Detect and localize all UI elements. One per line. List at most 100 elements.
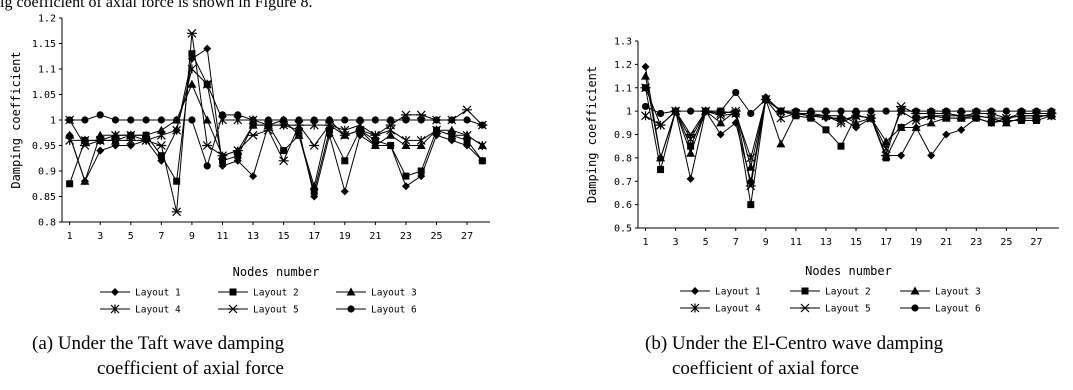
series-line <box>69 83 483 189</box>
data-point <box>641 62 650 71</box>
data-point <box>640 83 651 93</box>
data-point <box>867 107 875 115</box>
data-point <box>1002 107 1010 115</box>
data-point <box>157 116 165 124</box>
legend: Layout 1 Layout 2 Layout 3 Layout 4 Layout 5… <box>680 286 981 315</box>
data-point <box>852 107 860 115</box>
legend-label: Layout 3 <box>935 287 981 298</box>
series-layout-6 <box>641 88 1056 118</box>
data-point <box>641 111 650 121</box>
data-point <box>187 79 197 88</box>
data-point <box>745 181 756 191</box>
x-tick-label: 5 <box>128 231 134 242</box>
series-layout-6 <box>66 111 486 170</box>
legend-label: Layout 6 <box>935 304 981 315</box>
y-tick-label: 0.7 <box>614 177 632 188</box>
data-point <box>987 107 995 115</box>
y-tick-label: 1 <box>50 116 56 127</box>
x-tick-label: 3 <box>97 231 103 242</box>
data-point <box>402 116 410 124</box>
x-tick-label: 21 <box>940 237 952 248</box>
legend-label: Layout 4 <box>715 304 761 315</box>
data-point <box>416 110 427 120</box>
data-point <box>836 111 846 120</box>
y-tick-label: 1.2 <box>38 14 56 25</box>
data-point <box>776 139 786 148</box>
series-line <box>645 98 1052 160</box>
data-point <box>912 107 920 115</box>
data-point <box>370 141 380 149</box>
data-point <box>203 44 212 53</box>
x-tick-label: 27 <box>461 231 473 242</box>
y-tick-label: 1.1 <box>614 83 632 94</box>
data-point <box>248 120 258 129</box>
y-tick-label: 0.5 <box>614 224 632 235</box>
legend-item-layout-5: Layout 5 <box>790 304 871 315</box>
data-point <box>294 130 304 139</box>
x-tick-label: 7 <box>158 231 164 242</box>
y-tick-label: 0.8 <box>614 153 632 164</box>
x-tick-label: 7 <box>733 237 739 248</box>
data-point <box>837 107 845 115</box>
data-point <box>324 120 335 130</box>
legend-marker <box>229 288 237 296</box>
chart-el-centro: 0.50.60.70.80.911.11.21.31 3 5 7 9 11 13 15 17 19… <box>585 37 1059 315</box>
data-point <box>792 107 800 115</box>
data-point <box>942 107 950 115</box>
data-point <box>186 28 197 38</box>
data-point <box>447 130 457 140</box>
data-point <box>746 153 756 163</box>
data-point <box>687 107 695 115</box>
axes: 0.50.60.70.80.911.11.21.31 3 5 7 9 11 13 15 17 19… <box>614 37 1059 248</box>
legend-label: Layout 2 <box>253 288 299 299</box>
data-point <box>341 116 349 124</box>
caption-a-line1: (a) Under the Taft wave damping <box>32 333 285 354</box>
data-point <box>942 130 951 139</box>
data-point <box>96 146 105 155</box>
data-point <box>202 141 213 150</box>
data-point <box>447 125 457 134</box>
data-point <box>249 116 257 124</box>
legend-label: Layout 1 <box>715 287 761 298</box>
data-point <box>326 126 333 134</box>
x-tick-label: 13 <box>820 237 832 248</box>
data-point <box>141 130 151 139</box>
series-layout-4 <box>641 94 1056 163</box>
x-tick-label: 23 <box>970 237 982 248</box>
legend-marker <box>228 304 238 314</box>
data-point <box>927 151 936 160</box>
data-point <box>671 107 680 115</box>
data-point <box>355 125 366 135</box>
data-point <box>432 116 441 124</box>
x-tick-label: 15 <box>850 237 862 248</box>
data-point <box>687 142 695 150</box>
y-tick-label: 0.95 <box>32 141 56 152</box>
x-tick-label: 21 <box>369 231 381 242</box>
data-point <box>126 141 135 150</box>
y-axis-title: Damping coefficient <box>9 51 23 188</box>
x-tick-label: 19 <box>910 237 922 248</box>
legend-marker <box>347 305 355 313</box>
data-point <box>717 107 725 115</box>
data-point <box>173 177 181 185</box>
data-point <box>125 135 136 145</box>
legend-marker <box>111 288 119 296</box>
caption-b-line2: coefficient of axial force <box>672 358 859 379</box>
data-point <box>656 153 666 162</box>
series-line <box>645 87 1052 186</box>
data-point <box>217 151 228 161</box>
data-point <box>218 111 227 119</box>
x-tick-label: 1 <box>643 237 649 248</box>
data-point <box>882 107 890 115</box>
data-point <box>340 187 349 196</box>
data-point <box>95 130 105 139</box>
data-point <box>81 116 89 124</box>
data-point <box>387 116 395 124</box>
data-point <box>171 207 182 217</box>
data-point <box>881 151 892 160</box>
data-point <box>157 152 165 160</box>
data-point <box>142 116 150 124</box>
data-point <box>66 116 74 124</box>
data-point <box>386 130 396 139</box>
